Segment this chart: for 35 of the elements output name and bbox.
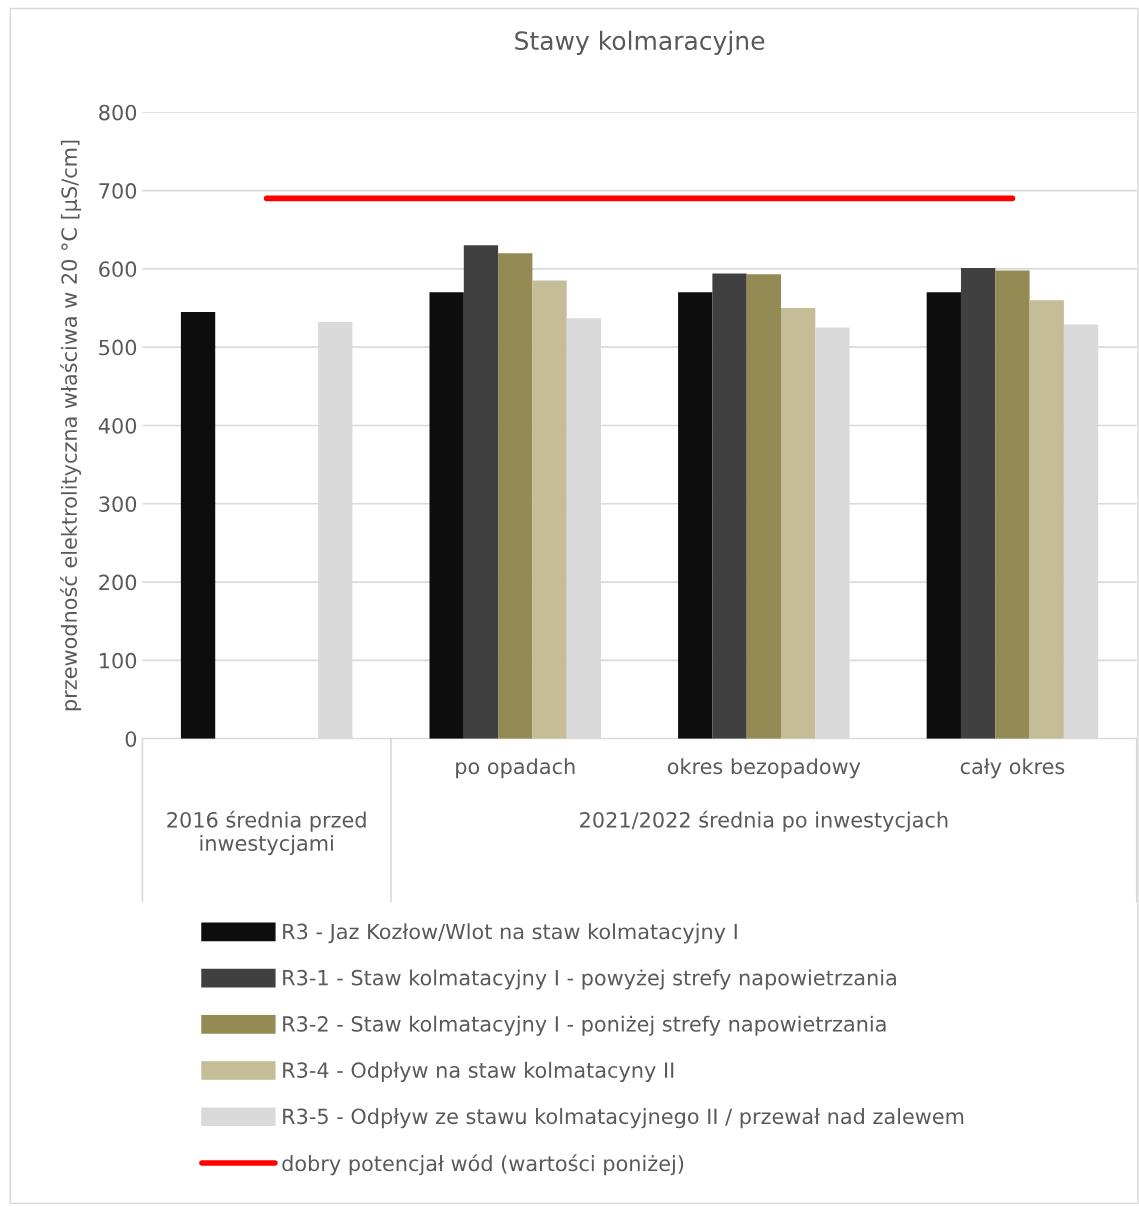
bar xyxy=(498,253,533,739)
text: 2016 średnia przed inwestycjami xyxy=(167,810,366,856)
bar xyxy=(746,274,781,739)
chart-title: Stawy kolmaracyjne xyxy=(515,30,765,55)
y-tick-label: 700 xyxy=(99,183,137,199)
y-tick-label: 800 xyxy=(99,104,137,121)
x-tick-label: okres bezopadowy xyxy=(667,758,861,779)
legend-label: R3 - Jaz Kozłow/Wlot na staw kolmatacyjny I xyxy=(283,923,737,944)
bar xyxy=(780,308,816,739)
y-tick-label: 400 xyxy=(98,417,137,434)
y-axis-title: przewodność elektrolityczna właściwa w 20 °C [µS/cm] xyxy=(60,140,82,711)
bar xyxy=(429,292,464,739)
legend-label: R3-1 - Staw kolmatacyjny I - powyżej strefy napowietrzania xyxy=(283,969,896,990)
bar xyxy=(1029,300,1064,739)
legend-label: R3-4 - Odpływ na staw kolmatacyny II xyxy=(283,1061,674,1083)
bar xyxy=(926,292,961,739)
bar xyxy=(532,280,567,739)
bar xyxy=(995,270,1030,739)
text: 2021/2022 średnia po inwestycjach xyxy=(580,810,948,832)
bar xyxy=(463,245,499,739)
bar xyxy=(712,273,747,739)
y-tick-label: 100 xyxy=(100,652,137,669)
y-tick-label: 600 xyxy=(99,261,137,278)
legend-label: R3-5 - Odpływ ze stawu kolmatacyjnego II / przewał nad zalewem xyxy=(283,1108,964,1129)
y-tick-label: 0 xyxy=(125,731,137,747)
y-tick-label: 200 xyxy=(99,574,137,591)
legend-label: R3-2 - Staw kolmatacyjny I - poniżej strefy napowietrzania xyxy=(283,1015,886,1036)
legend-label: dobry potencjał wód (wartości poniżej) xyxy=(282,1154,684,1176)
bar xyxy=(678,292,713,739)
x-tick-label: po opadach xyxy=(456,758,575,779)
y-tick-label: 300 xyxy=(99,496,137,512)
y-tick-label: 500 xyxy=(99,339,137,356)
bar xyxy=(180,311,216,739)
x-tick-label: cały okres xyxy=(960,758,1065,779)
bar xyxy=(960,268,996,739)
